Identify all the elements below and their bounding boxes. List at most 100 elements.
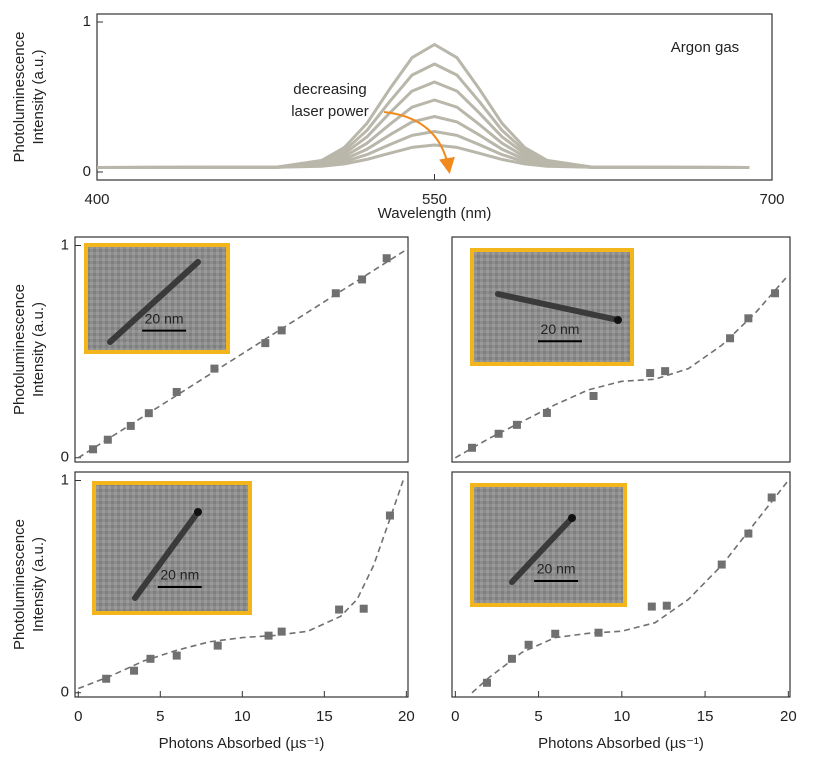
y-tick-label: 1 [83,13,91,30]
x-tick-label: 0 [451,708,459,725]
spectrum-line [97,98,750,169]
data-point [662,601,671,610]
spectrum-line [97,80,750,169]
data-point [210,364,219,373]
fit-line [78,480,404,690]
x-tick-label: 10 [613,708,630,725]
nanorod [132,509,201,601]
arrow [383,111,455,174]
data-point [647,602,656,611]
x-axis-label: Photons Absorbed (µs⁻¹) [159,735,325,752]
data-point [277,326,286,335]
nanorod-tip [194,508,202,516]
nanorod-tip [614,316,622,324]
data-point [359,604,368,613]
data-point [126,421,135,430]
y-axis-label: Photoluminescence [11,519,28,650]
data-point [744,314,753,323]
data-point [524,640,533,649]
data-point [507,654,516,663]
scale-bar-label: 20 nm [541,321,580,337]
data-point [102,674,111,683]
data-point [172,651,181,660]
data-point [512,420,521,429]
nanorod-tip [568,514,576,522]
data-point [494,429,503,438]
y-axis-label: Photoluminescence [11,284,28,415]
data-point [661,367,670,376]
spectrum-line [97,62,750,169]
plot-frame [451,236,791,463]
data-point [335,605,344,614]
x-tick-label: 20 [398,708,415,725]
data-point [551,629,560,638]
spectrum-line [97,43,750,169]
y-axis-label: Photoluminescence [11,32,28,163]
data-point [331,289,340,298]
spectrum-line [97,143,750,169]
x-tick-label: 700 [759,191,784,208]
scale-bar-label: 20 nm [537,561,576,577]
data-point [744,529,753,538]
data-point [542,408,551,417]
plot-frame [74,236,409,463]
data-point [482,678,491,687]
annotation: Argon gas [671,39,739,56]
y-tick-label: 1 [61,471,69,488]
y-tick-label: 0 [61,449,69,466]
y-axis-label: Intensity (a.u.) [30,537,47,632]
fit-line [77,247,408,459]
x-tick-label: 20 [780,708,797,725]
plot-frame [74,471,409,698]
data-point [385,511,394,520]
x-tick-label: 550 [422,191,447,208]
x-tick-label: 5 [534,708,542,725]
data-point [467,443,476,452]
nanorod [509,515,575,585]
data-point [277,627,286,636]
data-point [767,493,776,502]
nanorod [495,291,621,323]
data-point [771,289,780,298]
y-tick-label: 0 [61,684,69,701]
data-point [382,254,391,263]
data-point [261,339,270,348]
plot-frame [451,471,791,698]
data-point [726,334,735,343]
data-point [213,641,222,650]
y-axis-label: Intensity (a.u.) [30,49,47,144]
arrow-label: decreasing [293,81,366,98]
x-tick-label: 400 [84,191,109,208]
fit-line [454,274,789,459]
scale-bar-label: 20 nm [160,567,199,583]
arrow-label: laser power [291,103,369,120]
data-point [594,628,603,637]
y-tick-label: 1 [61,236,69,253]
y-axis-label: Intensity (a.u.) [30,302,47,397]
y-tick-label: 0 [83,163,91,180]
data-point [589,391,598,400]
data-point [144,409,153,418]
x-tick-label: 15 [316,708,333,725]
x-tick-label: 15 [697,708,714,725]
scale-bar-label: 20 nm [145,310,184,326]
nanorod [107,259,201,345]
fit-line [471,480,789,694]
data-point [358,275,367,284]
data-point [264,631,273,640]
x-tick-label: 10 [234,708,251,725]
x-axis-label: Wavelength (nm) [378,205,492,222]
x-tick-label: 0 [74,708,82,725]
data-point [103,435,112,444]
data-point [172,387,181,396]
spectrum-line [97,130,750,169]
data-point [146,654,155,663]
data-point [646,369,655,378]
x-axis-label: Photons Absorbed (µs⁻¹) [538,735,704,752]
x-tick-label: 5 [156,708,164,725]
data-point [130,666,139,675]
data-point [717,560,726,569]
data-point [89,445,98,454]
spectrum-line [97,115,750,169]
